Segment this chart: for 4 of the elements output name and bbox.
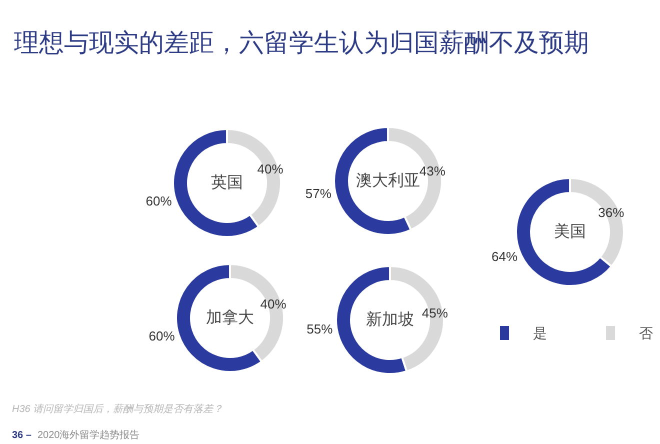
annotation: 2020海外留学趋势报告 [37,430,140,441]
annotation: 36 – [12,430,32,441]
title: 理想与现实的差距，六留学生认为归国薪酬不及预期 [14,29,589,57]
annotation: H36 请问留学归国后，薪酬与预期是否有落差？ [12,404,224,415]
